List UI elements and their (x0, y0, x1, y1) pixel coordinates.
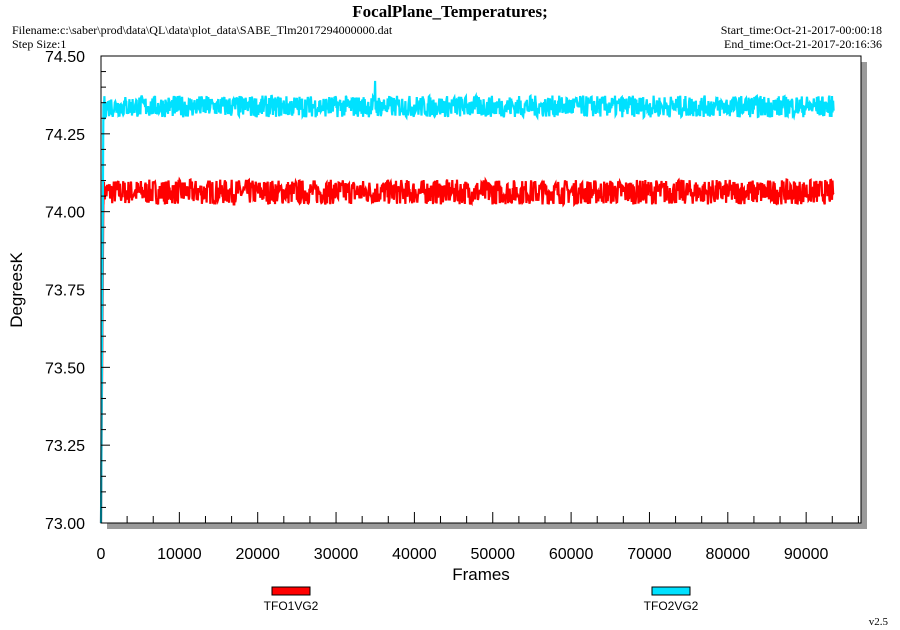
x-axis-label: Frames (452, 565, 510, 584)
series-layer (99, 80, 835, 524)
y-tick-label: 73.50 (45, 360, 85, 377)
x-tick-label: 90000 (784, 546, 829, 563)
y-tick-label: 73.75 (45, 283, 85, 300)
x-tick-label: 60000 (549, 546, 594, 563)
x-tick-label: 50000 (471, 546, 516, 563)
legend: TFO1VG2 TFO2VG2 (264, 586, 699, 613)
y-tick-label: 74.00 (45, 205, 85, 222)
version-label: v2.5 (868, 616, 888, 628)
end-time-label: End_time:Oct-21-2017-20:16:36 (724, 37, 882, 51)
x-tick-label: 0 (97, 546, 106, 563)
ticks-layer: 73.00 73.25 73.50 73.75 74.00 74.25 74.50 0 1000… (45, 49, 859, 563)
x-tick-label: 40000 (392, 546, 437, 563)
y-tick-label: 74.50 (45, 49, 85, 66)
series-line-tfo1vg2 (99, 176, 835, 524)
x-tick-label: 80000 (706, 546, 751, 563)
x-tick-label: 30000 (314, 546, 359, 563)
legend-swatch-tfo1vg2 (271, 586, 311, 596)
legend-swatch-tfo2vg2 (651, 586, 691, 596)
legend-label-tfo1vg2: TFO1VG2 (264, 599, 319, 613)
y-tick-label: 73.25 (45, 438, 85, 455)
x-tick-label: 70000 (627, 546, 672, 563)
x-tick-label: 10000 (157, 546, 202, 563)
plot-area (100, 55, 862, 524)
y-tick-label: 74.25 (45, 127, 85, 144)
legend-label-tfo2vg2: TFO2VG2 (644, 599, 699, 613)
x-tick-label: 20000 (235, 546, 280, 563)
filename-label: Filename:c:\saber\prod\data\QL\data\plot… (12, 23, 393, 37)
chart-title: FocalPlane_Temperatures; (352, 2, 548, 21)
start-time-label: Start_time:Oct-21-2017-00:00:18 (720, 23, 882, 37)
series-line-tfo2vg2 (99, 80, 835, 524)
y-tick-label: 73.00 (45, 516, 85, 533)
step-size-label: Step Size:1 (12, 37, 67, 51)
y-axis-label: DegreesK (7, 252, 26, 328)
